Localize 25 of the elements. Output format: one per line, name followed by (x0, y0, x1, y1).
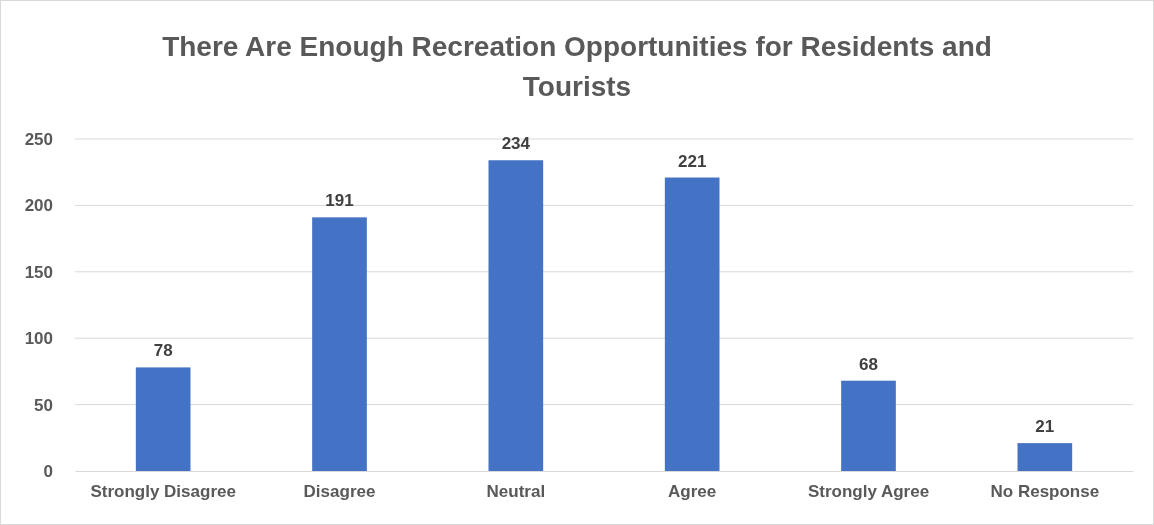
data-label: 21 (1035, 417, 1055, 437)
y-tick-label: 150 (24, 262, 53, 282)
data-label: 234 (501, 134, 531, 154)
bar (664, 177, 720, 471)
chart-title: There Are Enough Recreation Opportunities for Residents and Tourists (162, 31, 992, 102)
data-label: 68 (859, 354, 878, 374)
y-tick-label: 250 (24, 129, 53, 149)
x-tick-label: No Response (990, 482, 1100, 502)
data-label: 78 (153, 341, 173, 361)
bar (312, 217, 367, 471)
x-tick-label: Strongly Agree (807, 482, 930, 502)
bar (841, 380, 896, 471)
x-tick-label: Strongly Disagree (90, 482, 236, 502)
data-label: 191 (325, 191, 354, 211)
data-label: 221 (677, 151, 707, 171)
x-tick-label: Neutral (486, 482, 546, 502)
y-tick-label: 200 (24, 196, 53, 216)
x-tick-label: Agree (668, 482, 717, 502)
y-tick-label: 50 (34, 395, 53, 415)
bar (135, 367, 191, 471)
y-tick-label: 0 (43, 461, 53, 481)
bar (1017, 443, 1073, 471)
x-tick-label: Disagree (303, 482, 376, 502)
y-tick-label: 100 (24, 329, 53, 349)
bar (488, 160, 544, 471)
